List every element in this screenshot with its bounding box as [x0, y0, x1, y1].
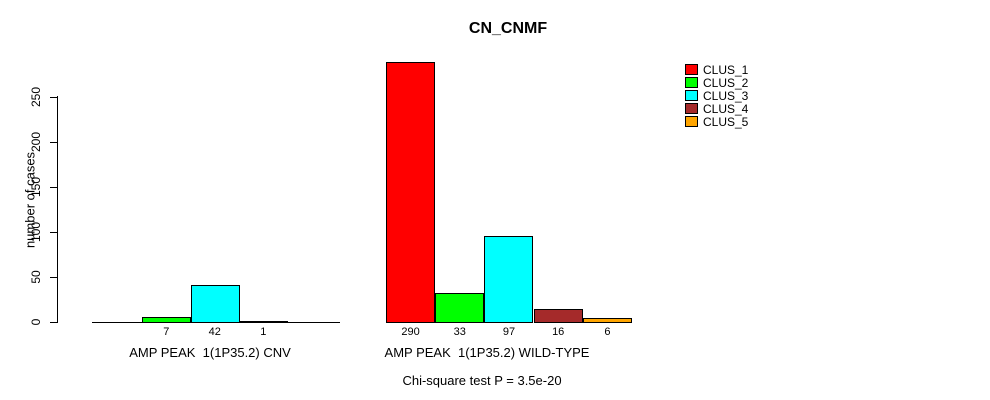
- group-label-1: AMP PEAK 1(1P35.2) CNV: [129, 345, 291, 360]
- y-axis-tick-label: 0: [29, 318, 43, 326]
- group-label-2: AMP PEAK 1(1P35.2) WILD-TYPE: [384, 345, 590, 360]
- y-axis-tick-label: 150: [29, 176, 43, 198]
- legend-swatch-icon: [685, 116, 698, 127]
- bar-clus_4-group2: [534, 309, 583, 323]
- bar-count-label: 16: [552, 326, 565, 338]
- bar-clus_3-group2: [484, 236, 533, 323]
- bar-clus_1-group2: [386, 62, 435, 323]
- y-axis-tick: [50, 277, 57, 278]
- bar-count-label: 7: [163, 326, 170, 338]
- y-axis-tick: [50, 97, 57, 98]
- bar-count-label: 42: [208, 326, 221, 338]
- y-axis-line: [57, 96, 58, 323]
- legend-swatch-icon: [685, 103, 698, 114]
- bar-clus_2-group1: [142, 317, 191, 323]
- chart-title: CN_CNMF: [468, 20, 548, 37]
- y-axis-tick: [50, 187, 57, 188]
- legend-swatch-icon: [685, 90, 698, 101]
- chi-square-annotation: Chi-square test P = 3.5e-20: [402, 373, 562, 388]
- y-axis-tick-label: 250: [29, 86, 43, 108]
- bar-count-label: 1: [260, 326, 267, 338]
- bar-clus_3-group1: [191, 285, 240, 323]
- legend-swatch-icon: [685, 64, 698, 75]
- y-axis-tick-label: 200: [29, 131, 43, 153]
- bar-count-label: 33: [453, 326, 466, 338]
- legend-swatch-icon: [685, 77, 698, 88]
- y-axis-tick: [50, 232, 57, 233]
- bar-count-label: 97: [502, 326, 516, 338]
- legend-label: CLUS_5: [703, 115, 749, 129]
- legend-label: CLUS_1: [703, 63, 749, 77]
- y-axis-tick-label: 50: [29, 270, 43, 284]
- bar-clus_4-group1: [239, 321, 288, 323]
- legend-label: CLUS_2: [703, 76, 749, 90]
- bar-count-label: 290: [401, 326, 420, 338]
- y-axis-tick-label: 100: [29, 221, 43, 243]
- legend-label: CLUS_3: [703, 89, 749, 103]
- legend-label: CLUS_4: [703, 102, 749, 116]
- y-axis-tick: [50, 322, 57, 323]
- bar-clus_5-group2: [583, 318, 632, 323]
- y-axis-tick: [50, 142, 57, 143]
- bar-count-label: 6: [604, 326, 611, 338]
- bar-clus_2-group2: [435, 293, 484, 323]
